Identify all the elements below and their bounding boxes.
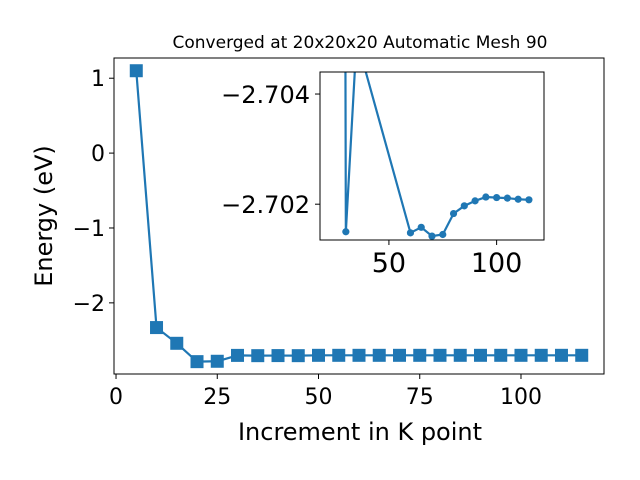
- main-data-point: [251, 349, 265, 363]
- main-y-tick-label: −1: [73, 217, 105, 242]
- inset-data-point: [449, 209, 458, 218]
- chart-title: Converged at 20x20x20 Automatic Mesh 90: [173, 33, 548, 53]
- main-data-point: [453, 348, 467, 362]
- main-data-point: [129, 64, 143, 78]
- main-data-point: [210, 354, 224, 368]
- main-data-point: [494, 348, 508, 362]
- inset-background: [320, 72, 544, 240]
- main-y-tick-label: 1: [91, 67, 105, 92]
- x-axis-label: Increment in K point: [238, 418, 482, 446]
- inset-data-point: [493, 193, 501, 202]
- inset-plot: 50 100 −2.704 −2.702: [221, 71, 545, 279]
- inset-data-point: [471, 197, 479, 205]
- main-x-tick-label: 50: [305, 385, 333, 410]
- inset-y-tick-label: −2.702: [221, 191, 310, 219]
- main-data-point: [514, 348, 528, 362]
- main-data-point: [312, 348, 326, 362]
- inset-x-tick-label: 50: [372, 248, 406, 279]
- main-x-tick-label: 25: [203, 385, 231, 410]
- inset-data-point: [342, 228, 350, 236]
- main-series: [129, 64, 589, 369]
- inset-data-point: [525, 196, 533, 204]
- inset-data-point: [482, 193, 490, 201]
- inset-data-point: [417, 223, 425, 231]
- main-data-point: [352, 348, 366, 362]
- main-y-tick-label: −2: [73, 292, 105, 317]
- main-y-tick-label: 0: [91, 142, 105, 167]
- main-data-point: [170, 336, 184, 350]
- main-x-tick-label: 75: [406, 385, 434, 410]
- inset-y-axis: −2.704 −2.702: [221, 81, 320, 219]
- inset-y-tick-label: −2.704: [221, 81, 310, 109]
- y-axis-label: Energy (eV): [30, 145, 58, 287]
- main-data-point: [291, 349, 305, 363]
- main-data-point: [150, 321, 164, 335]
- main-data-point: [473, 348, 487, 362]
- main-data-point: [575, 348, 589, 362]
- inset-data-point: [439, 230, 447, 239]
- main-x-tick-label: 100: [500, 385, 542, 410]
- main-y-axis: 1 0 −1 −2: [73, 67, 114, 317]
- inset-data-point: [428, 232, 436, 240]
- main-axes-frame: [113, 57, 605, 375]
- main-data-point: [433, 348, 447, 362]
- main-data-point: [190, 355, 204, 369]
- inset-x-axis: 50 100: [372, 240, 523, 279]
- main-data-point: [372, 348, 386, 362]
- inset-data-point: [406, 229, 415, 237]
- main-data-point: [231, 348, 245, 362]
- main-data-point: [413, 348, 427, 362]
- inset-data-point: [460, 202, 468, 210]
- main-data-point: [554, 348, 568, 362]
- main-x-tick-label: 0: [109, 385, 123, 410]
- inset-data-point: [514, 195, 522, 203]
- main-data-point: [392, 348, 406, 362]
- inset-axes-frame: [319, 71, 545, 241]
- main-data-point: [271, 349, 285, 363]
- inset-x-tick-label: 100: [471, 248, 523, 279]
- inset-data-point: [503, 194, 511, 202]
- main-data-point: [332, 348, 346, 362]
- inset-series: [342, 72, 533, 240]
- main-data-point: [534, 348, 548, 362]
- main-plot: 0 25 50 75 100 1 0 −1 −2: [73, 57, 605, 410]
- main-x-axis: 0 25 50 75 100: [109, 374, 542, 410]
